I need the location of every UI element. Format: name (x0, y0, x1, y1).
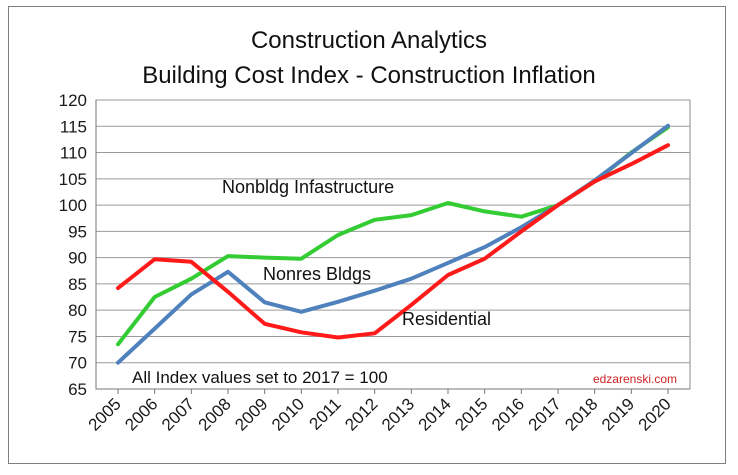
x-tick-label: 2017 (525, 394, 565, 434)
y-tick-label: 85 (68, 275, 87, 294)
x-tick-label: 2006 (121, 394, 161, 434)
y-tick-label: 70 (68, 354, 87, 373)
y-tick-label: 80 (68, 301, 87, 320)
y-tick-label: 110 (60, 144, 87, 163)
series-label-nonres-bldgs: Nonres Bldgs (263, 264, 371, 284)
x-tick-label: 2007 (158, 394, 198, 434)
x-tick-label: 2008 (195, 394, 235, 434)
x-tick-label: 2020 (635, 394, 675, 434)
residential-line (116, 143, 670, 340)
x-tick-label: 2019 (598, 394, 638, 434)
series-label-residential: Residential (402, 309, 491, 329)
y-tick-label: 115 (60, 117, 87, 136)
x-tick-label: 2013 (378, 394, 418, 434)
y-tick-label: 90 (68, 249, 87, 268)
x-tick-label: 2018 (561, 394, 601, 434)
x-tick-label: 2011 (306, 394, 345, 433)
credit-label: edzarenski.com (593, 372, 677, 386)
y-tick-label: 105 (59, 170, 87, 189)
y-tick-label: 75 (68, 327, 87, 346)
index-note: All Index values set to 2017 = 100 (132, 368, 388, 387)
y-tick-label: 100 (59, 196, 87, 215)
x-tick-label: 2010 (268, 394, 308, 434)
chart-title-line-1: Construction Analytics (250, 27, 488, 54)
y-tick-label: 120 (59, 91, 87, 110)
plot-area (95, 99, 691, 390)
x-tick-label: 2005 (85, 394, 125, 434)
y-tick-label: 95 (68, 222, 87, 241)
x-tick-label: 2014 (415, 394, 455, 434)
x-tick-label: 2012 (341, 394, 381, 434)
series-label-nonbldg-infrastructure: Nonbldg Infastructure (222, 177, 394, 197)
x-tick-label: 2009 (231, 394, 271, 434)
x-tick-label: 2015 (451, 394, 491, 434)
y-tick-label: 65 (68, 380, 87, 399)
chart-title-line-2: Building Cost Index - Construction Infla… (142, 62, 596, 89)
x-tick-label: 2016 (488, 394, 528, 434)
